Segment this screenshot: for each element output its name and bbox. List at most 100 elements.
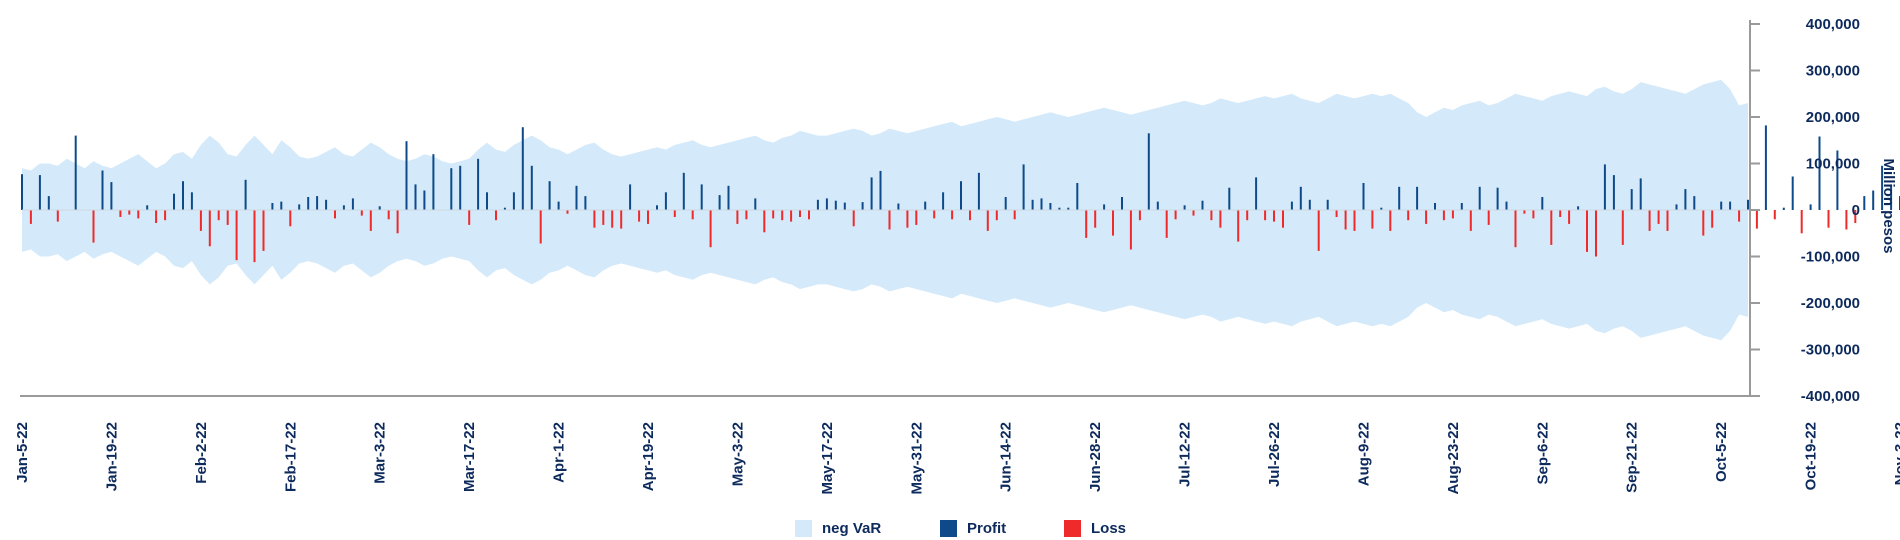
y-tick-label-4: 0 bbox=[1852, 202, 1860, 219]
profit-bar-86 bbox=[1577, 206, 1580, 210]
loss-bar-25 bbox=[593, 210, 596, 228]
y-tick-label-1: 300,000 bbox=[1806, 63, 1860, 80]
loss-bar-95 bbox=[1773, 210, 1776, 220]
loss-bar-83 bbox=[1559, 210, 1562, 217]
y-tick-label-0: 400,000 bbox=[1806, 16, 1860, 33]
loss-bar-29 bbox=[638, 210, 641, 222]
profit-bar-11 bbox=[271, 203, 274, 210]
loss-bar-55 bbox=[1129, 210, 1132, 250]
profit-bar-30 bbox=[521, 127, 524, 210]
loss-bar-14 bbox=[262, 210, 265, 251]
loss-bar-53 bbox=[1094, 210, 1097, 228]
loss-bar-4 bbox=[128, 210, 131, 215]
profit-bar-65 bbox=[1121, 197, 1123, 210]
loss-bar-0 bbox=[29, 210, 32, 224]
loss-bar-79 bbox=[1514, 210, 1517, 248]
profit-bar-80 bbox=[1434, 203, 1436, 210]
legend-swatch-loss bbox=[1064, 519, 1081, 537]
loss-bar-85 bbox=[1586, 210, 1588, 252]
x-tick-label-20: Oct-19-22 bbox=[1803, 422, 1820, 490]
profit-bar-45 bbox=[825, 198, 828, 210]
profit-bar-37 bbox=[656, 205, 658, 210]
x-tick-label-19: Oct-5-22 bbox=[1713, 422, 1730, 482]
legend-item-loss: Loss bbox=[1064, 518, 1126, 538]
profit-bar-10 bbox=[244, 179, 247, 210]
profit-bar-67 bbox=[1156, 201, 1159, 210]
profit-bar-20 bbox=[405, 141, 408, 210]
profit-bar-69 bbox=[1201, 200, 1204, 210]
x-tick-label-21: Nov-3-22 bbox=[1892, 422, 1900, 485]
profit-bar-56 bbox=[1004, 197, 1007, 210]
loss-bar-50 bbox=[995, 210, 998, 221]
legend-label-neg-var: neg VaR bbox=[822, 519, 882, 537]
profit-bar-2 bbox=[47, 196, 50, 210]
x-tick-label-3: Feb-17-22 bbox=[282, 422, 299, 492]
loss-bar-46 bbox=[933, 210, 936, 219]
profit-bar-6 bbox=[146, 205, 149, 210]
profit-bar-25 bbox=[459, 165, 462, 210]
loss-bar-89 bbox=[1657, 210, 1660, 224]
loss-bar-92 bbox=[1711, 210, 1714, 228]
profit-bar-7 bbox=[173, 193, 175, 210]
x-tick-label-18: Sep-21-22 bbox=[1624, 422, 1641, 493]
loss-bar-10 bbox=[217, 210, 220, 221]
loss-bar-58 bbox=[1174, 210, 1177, 220]
loss-bar-66 bbox=[1282, 210, 1284, 228]
loss-bar-37 bbox=[772, 210, 775, 219]
profit-bar-39 bbox=[682, 172, 685, 210]
loss-bar-82 bbox=[1550, 210, 1553, 245]
loss-bar-90 bbox=[1666, 210, 1669, 231]
loss-bar-19 bbox=[387, 210, 390, 220]
profit-bar-17 bbox=[342, 205, 345, 210]
loss-bar-1 bbox=[56, 210, 59, 222]
profit-bar-51 bbox=[897, 203, 900, 210]
loss-bar-81 bbox=[1532, 210, 1535, 219]
loss-bar-38 bbox=[781, 210, 784, 221]
loss-bar-8 bbox=[199, 210, 202, 231]
x-tick-label-7: Apr-19-22 bbox=[640, 422, 657, 491]
x-tick-label-4: Mar-3-22 bbox=[372, 422, 389, 484]
loss-bar-76 bbox=[1451, 210, 1454, 219]
loss-bar-2 bbox=[92, 210, 95, 243]
loss-bar-56 bbox=[1138, 210, 1141, 221]
profit-bar-87 bbox=[1603, 164, 1606, 210]
profit-bar-63 bbox=[1076, 183, 1079, 210]
profit-bar-96 bbox=[1747, 199, 1749, 210]
x-tick-label-1: Jan-19-22 bbox=[103, 422, 120, 491]
loss-bar-12 bbox=[235, 210, 238, 261]
x-tick-label-14: Jul-26-22 bbox=[1266, 422, 1283, 487]
y-tick-label-5: -100,000 bbox=[1801, 249, 1860, 266]
profit-bar-41 bbox=[718, 195, 721, 210]
profit-bar-104 bbox=[1872, 190, 1875, 210]
profit-bar-72 bbox=[1290, 201, 1293, 210]
profit-bar-22 bbox=[423, 190, 426, 210]
legend-swatch-profit bbox=[940, 519, 957, 537]
legend: neg VaR Profit Loss bbox=[0, 518, 1900, 540]
loss-bar-34 bbox=[736, 210, 739, 224]
profit-bar-36 bbox=[629, 184, 632, 210]
loss-bar-21 bbox=[468, 210, 471, 225]
loss-bar-77 bbox=[1469, 210, 1472, 231]
loss-bar-24 bbox=[566, 210, 569, 214]
loss-bar-87 bbox=[1621, 210, 1624, 245]
loss-bar-13 bbox=[253, 210, 256, 263]
loss-bar-61 bbox=[1219, 210, 1222, 228]
profit-bar-34 bbox=[575, 185, 578, 210]
legend-item-profit: Profit bbox=[940, 518, 1006, 538]
loss-bar-65 bbox=[1273, 210, 1275, 222]
profit-bar-43 bbox=[754, 198, 757, 210]
loss-bar-15 bbox=[289, 210, 292, 227]
loss-bar-36 bbox=[763, 210, 766, 233]
profit-bar-52 bbox=[924, 201, 927, 210]
profit-bar-5 bbox=[110, 182, 113, 210]
loss-bar-31 bbox=[673, 210, 676, 217]
profit-bar-74 bbox=[1308, 199, 1311, 210]
profit-bar-58 bbox=[1031, 199, 1034, 210]
profit-bar-73 bbox=[1299, 186, 1302, 211]
profit-bar-35 bbox=[584, 196, 587, 210]
profit-bar-82 bbox=[1478, 186, 1481, 211]
loss-bar-39 bbox=[790, 210, 793, 222]
profit-bar-92 bbox=[1684, 189, 1687, 210]
profit-bar-68 bbox=[1183, 205, 1186, 210]
x-tick-label-0: Jan-5-22 bbox=[14, 422, 31, 483]
